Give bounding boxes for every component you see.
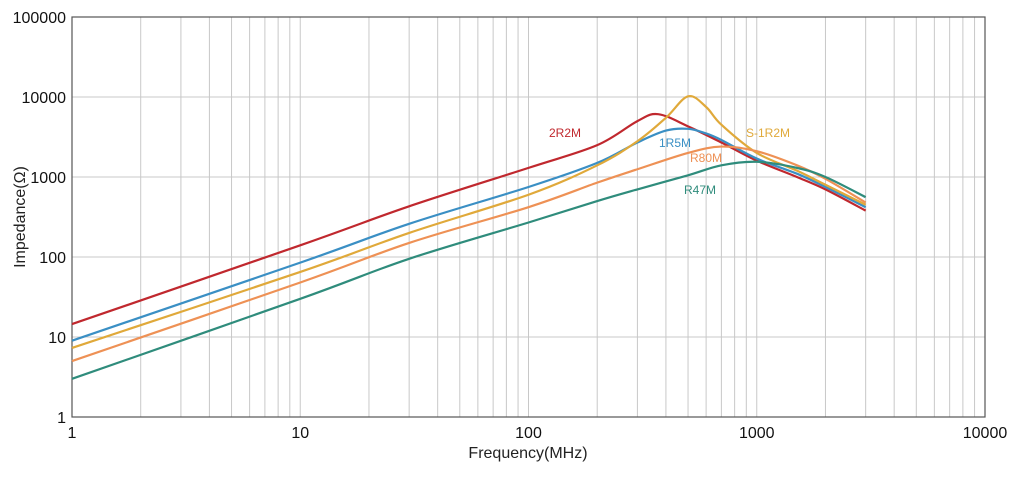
series-label-1r5m: 1R5M xyxy=(659,136,691,150)
series-label-s-1r2m: S-1R2M xyxy=(746,126,790,140)
series-labels: 2R2M 1R5M S-1R2M R80M R47M xyxy=(549,126,790,197)
x-tick-label: 1000 xyxy=(739,425,775,442)
series-label-r47m: R47M xyxy=(684,183,716,197)
series-label-2r2m: 2R2M xyxy=(549,126,581,140)
series-line-1r5m xyxy=(71,127,867,342)
grid xyxy=(72,17,985,417)
series-label-r80m: R80M xyxy=(690,151,722,165)
y-axis-label: Impedance(Ω) xyxy=(12,166,29,268)
y-tick-label: 100000 xyxy=(13,10,66,27)
x-tick-label: 1 xyxy=(68,425,77,442)
plot-frame xyxy=(71,16,986,418)
y-tick-label: 100 xyxy=(39,250,66,267)
y-tick-label: 1000 xyxy=(30,170,66,187)
series-group xyxy=(71,94,867,380)
x-tick-label: 10000 xyxy=(963,425,1008,442)
series-line-r80m xyxy=(71,145,867,363)
x-axis-label: Frequency(MHz) xyxy=(468,445,587,462)
y-tick-label: 1 xyxy=(57,410,66,427)
y-tick-label: 10 xyxy=(48,330,66,347)
y-tick-label: 10000 xyxy=(22,90,67,107)
x-tick-label: 10 xyxy=(291,425,309,442)
series-line-2r2m xyxy=(71,112,867,326)
tick-labels: 1 10 100 1000 10000 1 10 100 1000 10000 100000 xyxy=(13,10,1008,442)
x-tick-label: 100 xyxy=(515,425,542,442)
series-line-r47m xyxy=(71,160,867,380)
